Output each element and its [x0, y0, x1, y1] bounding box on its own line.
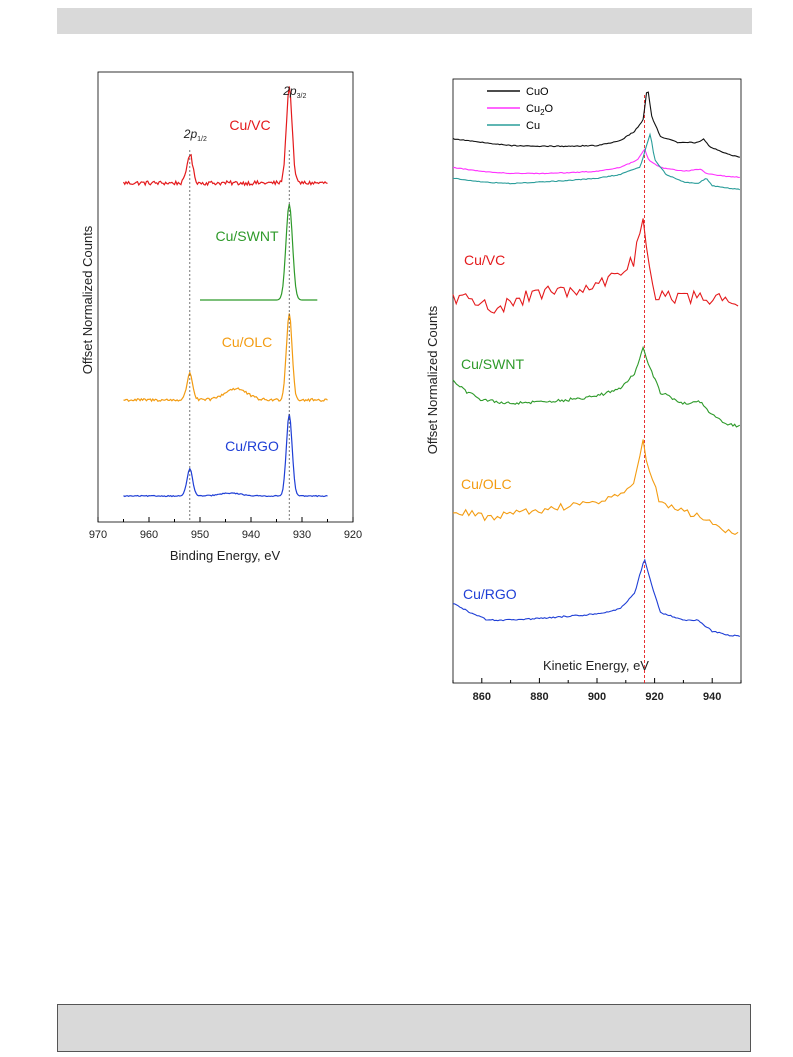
right-x-axis-title: Kinetic Energy, eV: [543, 658, 649, 673]
right-series-line-cu: [452, 132, 741, 191]
legend-text-tail: O: [545, 103, 554, 115]
legend-entry-label: Cu: [526, 120, 540, 132]
right-x-tick-label: 900: [588, 691, 606, 703]
legend-text-main: CuO: [526, 86, 549, 98]
left-peak-label: 2p1/2: [183, 127, 207, 143]
left-x-tick-label: 950: [191, 529, 209, 541]
right-series-line-cuo: [452, 91, 740, 158]
left-peak-label: 2p3/2: [282, 84, 306, 100]
left-series-line-cu-swnt: [200, 203, 318, 301]
left-x-ticks: 970 960 950 940 930 920: [89, 517, 362, 541]
right-series-label-cu-swnt: Cu/SWNT: [461, 356, 524, 372]
right-series-label-cu-olc: Cu/OLC: [461, 476, 512, 492]
legend-text-main: Cu: [526, 103, 540, 115]
left-series-label-cu-rgo: Cu/RGO: [225, 438, 279, 454]
left-y-axis-title: Offset Normalized Counts: [80, 225, 95, 374]
right-series-line-cu-swnt: [452, 345, 741, 428]
left-x-axis-title: Binding Energy, eV: [170, 548, 281, 563]
right-y-axis-title: Offset Normalized Counts: [425, 305, 440, 454]
left-x-tick-label: 920: [344, 529, 362, 541]
right-series-label-cu-rgo: Cu/RGO: [463, 586, 517, 602]
left-series-group: Cu/VC Cu/SWNT Cu/OLC Cu/RGO: [122, 86, 328, 498]
right-x-tick-label: 920: [645, 691, 663, 703]
left-series-label-cu-olc: Cu/OLC: [222, 334, 273, 350]
right-x-tick-label: 860: [473, 691, 491, 703]
right-x-tick-label: 940: [703, 691, 721, 703]
right-series-group: Cu/VC Cu/SWNT Cu/OLC Cu/RGO: [452, 91, 741, 637]
right-series-line-cu-vc: [452, 218, 739, 314]
right-x-ticks: 860 880 900 920 940: [452, 678, 742, 703]
peak-label-sub: 3/2: [297, 93, 307, 100]
page-header-bar: [57, 8, 752, 34]
left-series-label-cu-swnt: Cu/SWNT: [216, 228, 279, 244]
right-series-line-cu-olc: [452, 439, 739, 536]
left-x-tick-label: 970: [89, 529, 107, 541]
left-series-line-cu-rgo: [123, 413, 328, 498]
legend-entry-label: CuO: [526, 86, 549, 98]
right-series-label-cu-vc: Cu/VC: [464, 252, 505, 268]
page-footer-bar: [57, 1004, 751, 1052]
peak-label-main: 2p: [183, 127, 198, 141]
legend-text-sub: 2: [540, 108, 545, 117]
peak-label-main: 2p: [282, 84, 297, 98]
left-x-tick-label: 960: [140, 529, 158, 541]
left-series-line-cu-olc: [123, 313, 328, 403]
peak-label-sub: 1/2: [197, 136, 207, 143]
left-series-line-cu-vc: [122, 86, 328, 187]
left-x-tick-label: 930: [293, 529, 311, 541]
left-x-tick-label: 940: [242, 529, 260, 541]
left-series-label-cu-vc: Cu/VC: [229, 117, 270, 133]
right-series-line-cu-rgo: [452, 558, 741, 637]
right-series-line-cu2o: [452, 148, 740, 178]
legend-entry-label: Cu2O: [526, 103, 554, 117]
legend-text-main: Cu: [526, 120, 540, 132]
right-x-tick-label: 880: [530, 691, 548, 703]
